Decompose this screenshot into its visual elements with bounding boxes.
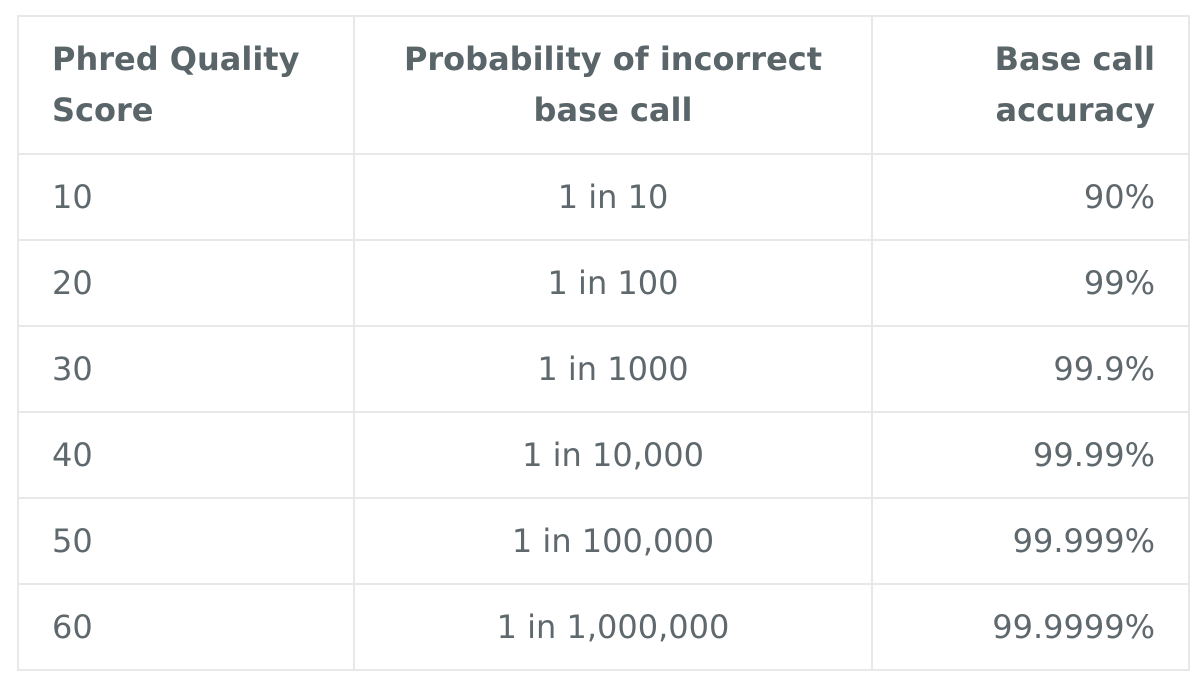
- cell-accuracy: 90%: [871, 153, 1190, 241]
- cell-probability: 1 in 10: [353, 153, 873, 241]
- header-base-call-accuracy: Base call accuracy: [871, 15, 1190, 155]
- cell-accuracy: 99.9%: [871, 325, 1190, 413]
- table-row: 60 1 in 1,000,000 99.9999%: [17, 583, 1190, 671]
- header-probability-incorrect: Probability of incorrect base call: [353, 15, 873, 155]
- cell-accuracy: 99.999%: [871, 497, 1190, 585]
- table-row: 40 1 in 10,000 99.99%: [17, 411, 1190, 499]
- cell-probability: 1 in 1000: [353, 325, 873, 413]
- cell-score: 10: [17, 153, 355, 241]
- cell-probability: 1 in 10,000: [353, 411, 873, 499]
- table-row: 20 1 in 100 99%: [17, 239, 1190, 327]
- cell-score: 30: [17, 325, 355, 413]
- cell-accuracy: 99%: [871, 239, 1190, 327]
- header-phred-quality-score: Phred Quality Score: [17, 15, 355, 155]
- cell-probability: 1 in 100,000: [353, 497, 873, 585]
- cell-accuracy: 99.99%: [871, 411, 1190, 499]
- cell-score: 20: [17, 239, 355, 327]
- cell-accuracy: 99.9999%: [871, 583, 1190, 671]
- cell-probability: 1 in 1,000,000: [353, 583, 873, 671]
- cell-score: 60: [17, 583, 355, 671]
- table-row: 30 1 in 1000 99.9%: [17, 325, 1190, 413]
- table-row: 10 1 in 10 90%: [17, 153, 1190, 241]
- cell-score: 50: [17, 497, 355, 585]
- cell-probability: 1 in 100: [353, 239, 873, 327]
- phred-quality-table: Phred Quality Score Probability of incor…: [17, 15, 1190, 671]
- table-header-row: Phred Quality Score Probability of incor…: [17, 15, 1190, 155]
- cell-score: 40: [17, 411, 355, 499]
- table-row: 50 1 in 100,000 99.999%: [17, 497, 1190, 585]
